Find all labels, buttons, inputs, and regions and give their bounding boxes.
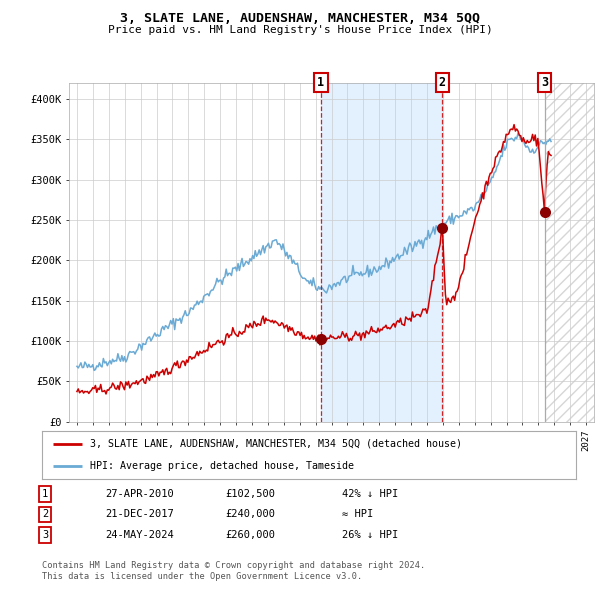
Text: Price paid vs. HM Land Registry's House Price Index (HPI): Price paid vs. HM Land Registry's House … xyxy=(107,25,493,35)
Text: 1: 1 xyxy=(42,489,48,499)
Text: 26% ↓ HPI: 26% ↓ HPI xyxy=(342,530,398,540)
Text: 3: 3 xyxy=(42,530,48,540)
Text: 42% ↓ HPI: 42% ↓ HPI xyxy=(342,489,398,499)
Text: 1: 1 xyxy=(317,76,324,89)
Text: 3, SLATE LANE, AUDENSHAW, MANCHESTER, M34 5QQ: 3, SLATE LANE, AUDENSHAW, MANCHESTER, M3… xyxy=(120,12,480,25)
Text: This data is licensed under the Open Government Licence v3.0.: This data is licensed under the Open Gov… xyxy=(42,572,362,581)
Text: 2: 2 xyxy=(42,510,48,519)
Text: £102,500: £102,500 xyxy=(225,489,275,499)
Text: 21-DEC-2017: 21-DEC-2017 xyxy=(105,510,174,519)
Text: 2: 2 xyxy=(439,76,446,89)
Text: £240,000: £240,000 xyxy=(225,510,275,519)
Text: 27-APR-2010: 27-APR-2010 xyxy=(105,489,174,499)
Bar xyxy=(545,83,594,422)
Text: £260,000: £260,000 xyxy=(225,530,275,540)
Text: Contains HM Land Registry data © Crown copyright and database right 2024.: Contains HM Land Registry data © Crown c… xyxy=(42,560,425,569)
Text: ≈ HPI: ≈ HPI xyxy=(342,510,373,519)
Text: 24-MAY-2024: 24-MAY-2024 xyxy=(105,530,174,540)
Bar xyxy=(545,83,594,422)
Bar xyxy=(320,83,442,422)
Text: HPI: Average price, detached house, Tameside: HPI: Average price, detached house, Tame… xyxy=(90,461,354,471)
Text: 3: 3 xyxy=(541,76,548,89)
Text: 3, SLATE LANE, AUDENSHAW, MANCHESTER, M34 5QQ (detached house): 3, SLATE LANE, AUDENSHAW, MANCHESTER, M3… xyxy=(90,439,462,449)
